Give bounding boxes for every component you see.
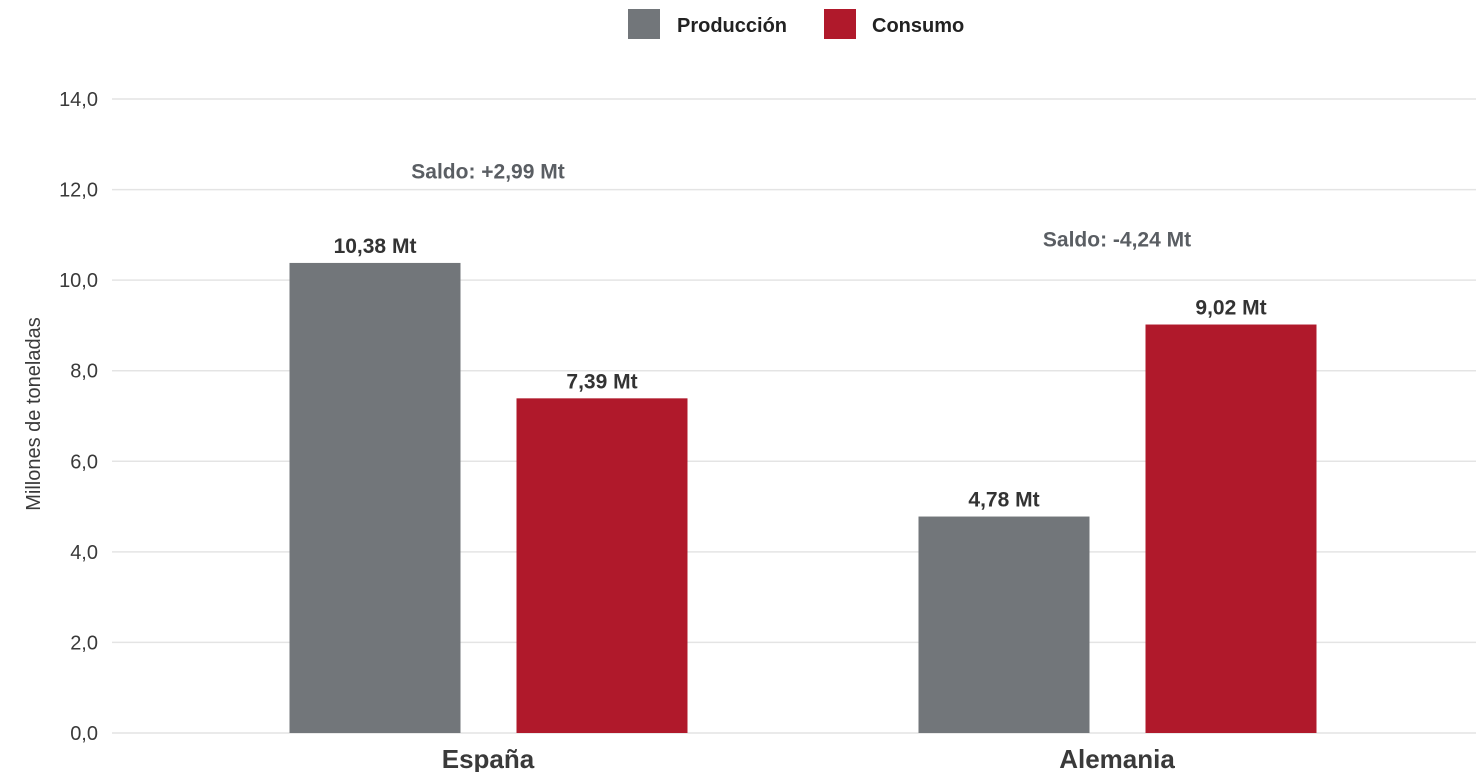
saldo-annotation: Saldo: +2,99 Mt (411, 160, 564, 183)
bar-producción (918, 516, 1090, 733)
legend-swatch-consumo (824, 9, 856, 39)
y-tick-label: 10,0 (59, 270, 98, 292)
annotations: Saldo: +2,99 Mt Saldo: -4,24 Mt (411, 160, 1191, 251)
bar-value-label: 4,78 Mt (968, 489, 1039, 512)
bar-value-label: 9,02 Mt (1195, 297, 1266, 320)
y-tick-label: 8,0 (70, 361, 98, 383)
y-tick-label: 2,0 (70, 632, 98, 654)
legend-label: Consumo (872, 15, 964, 37)
y-axis-title: Millones de toneladas (23, 317, 45, 510)
y-tick-label: 6,0 (70, 451, 98, 473)
bars (289, 262, 1317, 733)
legend-label: Producción (677, 15, 787, 37)
y-tick-label: 12,0 (59, 180, 98, 202)
bar-producción (289, 262, 461, 733)
bar-consumo (516, 398, 688, 733)
legend: Producción Consumo (628, 9, 964, 39)
x-category-label: Alemania (1059, 744, 1175, 772)
saldo-annotation: Saldo: -4,24 Mt (1043, 228, 1191, 251)
y-tick-label: 14,0 (59, 89, 98, 111)
y-tick-label: 0,0 (70, 723, 98, 745)
x-axis-labels: España Alemania (442, 744, 1176, 772)
y-axis-ticks: 0,0 2,0 4,0 6,0 8,0 10,0 12,0 14,0 (59, 89, 98, 745)
y-tick-label: 4,0 (70, 542, 98, 564)
bar-consumo (1145, 324, 1317, 733)
value-labels: 10,38 Mt 4,78 Mt 7,39 Mt 9,02 Mt (334, 235, 1267, 512)
x-category-label: España (442, 744, 535, 772)
bar-value-label: 7,39 Mt (566, 370, 637, 393)
legend-swatch-producción (628, 9, 660, 39)
bar-value-label: 10,38 Mt (334, 235, 417, 258)
